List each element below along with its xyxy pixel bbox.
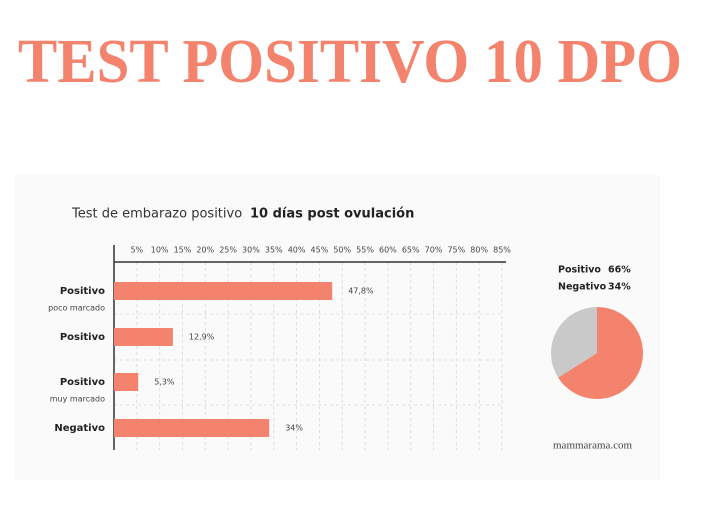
category-label: Positivo: [60, 332, 105, 343]
category-label: Positivo: [60, 377, 105, 388]
value-label: 34%: [285, 424, 303, 433]
legend-value: 34%: [608, 282, 631, 293]
x-tick-label: 45%: [311, 246, 329, 255]
x-tick-label: 30%: [242, 246, 260, 255]
x-tick-label: 10%: [151, 246, 169, 255]
category-note: poco marcado: [48, 304, 105, 313]
value-label: 47,8%: [348, 287, 374, 296]
pie-slice: [551, 307, 597, 378]
x-tick-label: 70%: [425, 246, 443, 255]
source: mammarama.com: [553, 440, 633, 452]
legend-label: Positivo: [558, 265, 601, 276]
bar: [114, 373, 139, 391]
chart-title: Test de embarazo positivo: [71, 207, 242, 222]
category-note: muy marcado: [50, 395, 105, 404]
legend-label: Negativo: [558, 282, 607, 293]
x-tick-label: 5%: [130, 246, 143, 255]
category-label: Negativo: [54, 423, 105, 434]
value-label: 5,3%: [154, 378, 175, 387]
pie-slice: [558, 307, 643, 399]
x-tick-label: 50%: [333, 246, 351, 255]
x-tick-label: 25%: [219, 246, 237, 255]
x-tick-label: 65%: [402, 246, 420, 255]
value-label: 12,9%: [189, 333, 215, 342]
x-tick-label: 40%: [288, 246, 306, 255]
x-tick-label: 75%: [447, 246, 465, 255]
x-tick-label: 80%: [470, 246, 488, 255]
x-tick-label: 15%: [174, 246, 192, 255]
x-tick-label: 35%: [265, 246, 283, 255]
x-tick-label: 60%: [379, 246, 397, 255]
x-tick-label: 20%: [196, 246, 214, 255]
x-tick-label: 85%: [493, 246, 511, 255]
category-label: Positivo: [60, 286, 105, 297]
chart-subtitle: 10 días post ovulación: [250, 207, 414, 222]
page-title: TEST POSITIVO 10 DPO: [18, 28, 682, 96]
legend-value: 66%: [608, 265, 631, 276]
bar: [114, 419, 270, 437]
x-tick-label: 55%: [356, 246, 374, 255]
bar: [114, 328, 173, 346]
bar: [114, 282, 333, 300]
